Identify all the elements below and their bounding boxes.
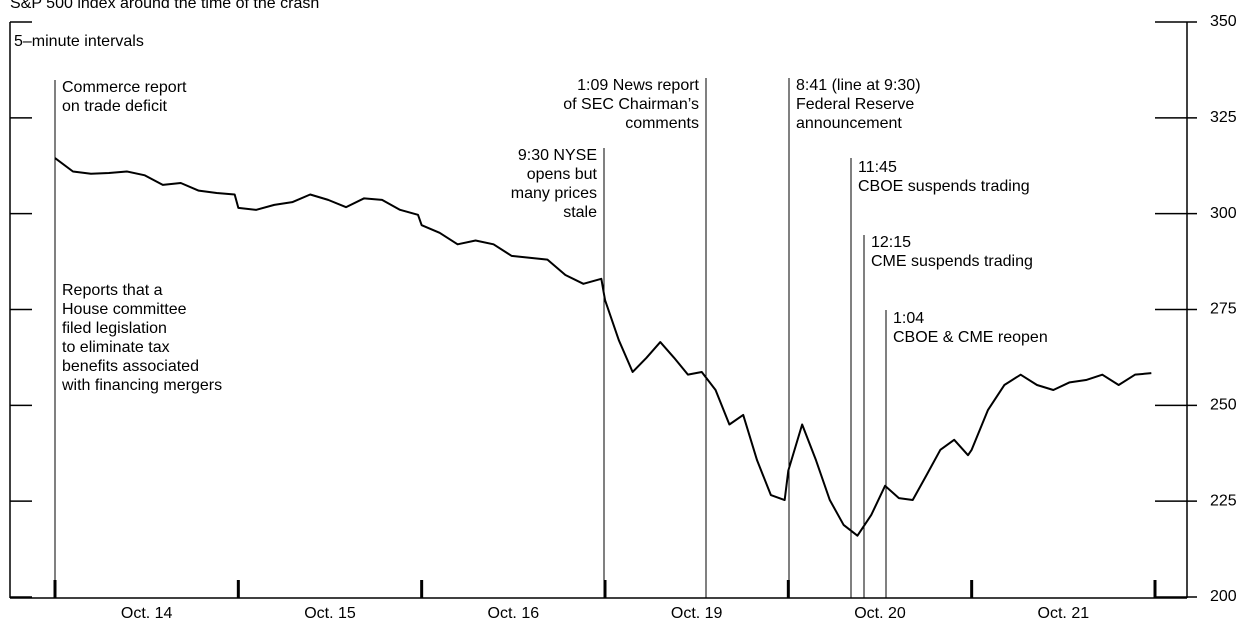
x-tick-label: Oct. 19 bbox=[671, 605, 723, 622]
annotation-text: 8:41 (line at 9:30) bbox=[796, 77, 921, 94]
price-line bbox=[54, 157, 1152, 537]
y-tick-label: 300 bbox=[1210, 205, 1237, 222]
y-tick-label: 350 bbox=[1210, 13, 1237, 30]
annotation-text: 1:04 bbox=[893, 310, 924, 327]
annotation-text: 11:45 bbox=[858, 159, 897, 176]
annotation-text: stale bbox=[563, 204, 597, 221]
annotation-text: benefits associated bbox=[62, 358, 199, 375]
x-tick-label: Oct. 20 bbox=[854, 605, 906, 622]
annotation-text: 9:30 NYSE bbox=[518, 147, 597, 164]
annotation-text: 12:15 bbox=[871, 234, 911, 251]
annotation-text: 1:09 News report bbox=[577, 77, 699, 94]
y-tick-label: 225 bbox=[1210, 492, 1237, 509]
annotation-text: House committee bbox=[62, 301, 187, 318]
y-tick-label: 200 bbox=[1210, 588, 1237, 605]
y-tick-label: 250 bbox=[1210, 397, 1237, 414]
annotation-text: CBOE & CME reopen bbox=[893, 329, 1048, 346]
annotation-text: opens but bbox=[527, 166, 598, 183]
annotation-text: CME suspends trading bbox=[871, 253, 1033, 270]
annotation-text: of SEC Chairman’s bbox=[563, 96, 699, 113]
annotation-text: with financing mergers bbox=[61, 377, 222, 394]
chart-title: S&P 500 index around the time of the cra… bbox=[10, 0, 319, 12]
annotation-text: on trade deficit bbox=[62, 98, 168, 115]
annotation-text: Commerce report bbox=[62, 79, 187, 96]
annotation-text: to eliminate tax bbox=[62, 339, 170, 356]
annotation-text: many prices bbox=[511, 185, 597, 202]
annotation-text: CBOE suspends trading bbox=[858, 178, 1030, 195]
annotation-text: Federal Reserve bbox=[796, 96, 914, 113]
y-tick-label: 325 bbox=[1210, 109, 1237, 126]
chart-subtitle: 5–minute intervals bbox=[14, 33, 144, 50]
x-tick-label: Oct. 16 bbox=[488, 605, 540, 622]
annotation-text: announcement bbox=[796, 115, 902, 132]
x-tick-label: Oct. 21 bbox=[1038, 605, 1090, 622]
x-tick-label: Oct. 15 bbox=[304, 605, 356, 622]
y-tick-label: 275 bbox=[1210, 301, 1237, 318]
x-tick-label: Oct. 14 bbox=[121, 605, 173, 622]
annotation-text: comments bbox=[625, 115, 699, 132]
annotation-text: filed legislation bbox=[62, 320, 167, 337]
annotation-text: Reports that a bbox=[62, 282, 163, 299]
